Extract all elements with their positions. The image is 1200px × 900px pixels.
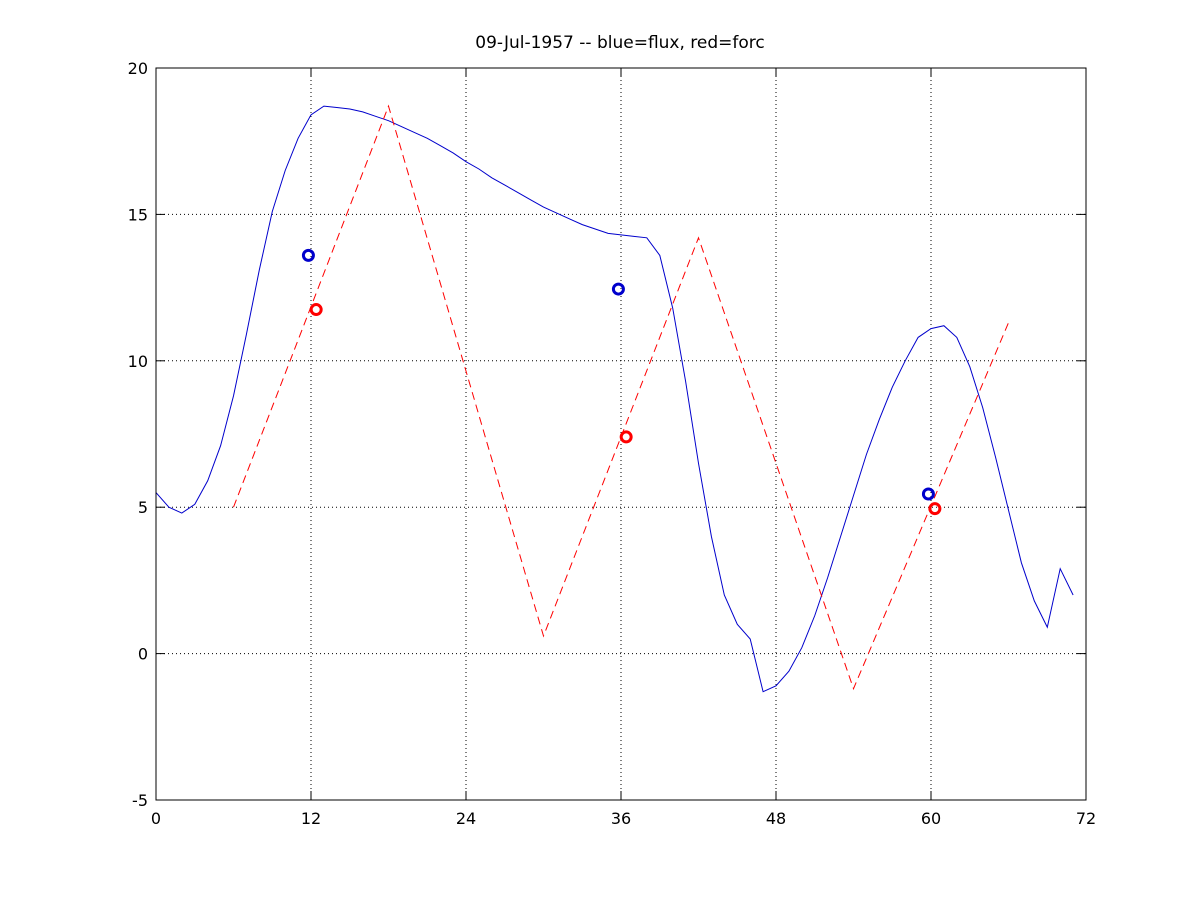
- y-tick-label: 15: [128, 205, 148, 224]
- x-tick-label: 0: [151, 809, 161, 828]
- data-point-marker: [301, 248, 315, 262]
- data-point-marker: [309, 303, 323, 317]
- y-tick-label: 20: [128, 59, 148, 78]
- series-line-flux: [155, 105, 1074, 693]
- x-tick-label: 60: [921, 809, 941, 828]
- y-tick-label: 10: [128, 352, 148, 371]
- y-tick-label: -5: [132, 791, 148, 810]
- x-tick-label: 24: [456, 809, 476, 828]
- data-point-marker: [921, 487, 935, 501]
- data-point-marker: [928, 502, 942, 516]
- x-tick-label: 36: [611, 809, 631, 828]
- grid: [156, 68, 1086, 800]
- marker-layer: [301, 248, 942, 516]
- chart-title: 09-Jul-1957 -- blue=flux, red=forc: [475, 33, 765, 53]
- y-tick-label: 5: [138, 498, 148, 517]
- x-tick-label: 12: [301, 809, 321, 828]
- x-tick-label: 72: [1076, 809, 1096, 828]
- x-tick-label: 48: [766, 809, 786, 828]
- series-layer: [155, 104, 1074, 693]
- series-line-forc: [233, 104, 1009, 691]
- data-point-marker: [611, 282, 625, 296]
- y-tick-label: 0: [138, 645, 148, 664]
- data-point-marker: [619, 430, 633, 444]
